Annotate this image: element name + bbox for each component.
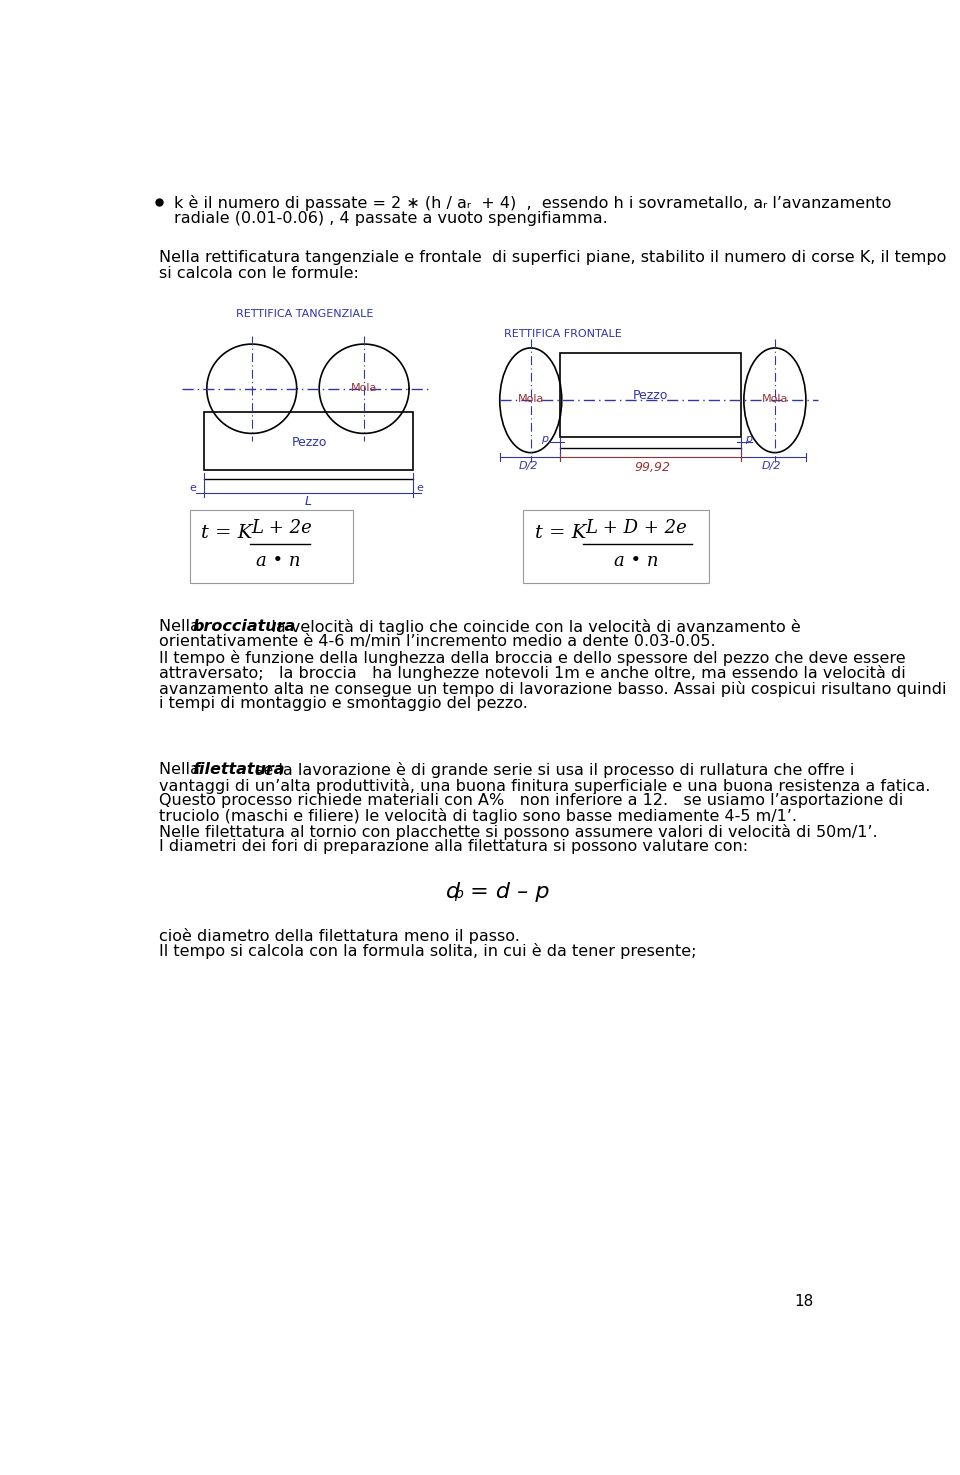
Text: L + D + 2e: L + D + 2e	[585, 519, 686, 537]
Text: si calcola con le formule:: si calcola con le formule:	[158, 266, 359, 280]
Text: e: e	[417, 484, 423, 494]
Text: avanzamento alta ne consegue un tempo di lavorazione basso. Assai più cospicui r: avanzamento alta ne consegue un tempo di…	[158, 680, 947, 696]
Text: i tempi di montaggio e smontaggio del pezzo.: i tempi di montaggio e smontaggio del pe…	[158, 696, 528, 711]
Text: brocciatura: brocciatura	[192, 620, 296, 634]
Text: Questo processo richiede materiali con A%   non inferiore a 12.   se usiamo l’as: Questo processo richiede materiali con A…	[158, 794, 903, 808]
Text: truciolo (maschi e filiere) le velocità di taglio sono basse mediamente 4-5 m/1’: truciolo (maschi e filiere) le velocità …	[158, 808, 797, 825]
Text: a • n: a • n	[256, 552, 300, 569]
Text: Mola: Mola	[517, 394, 544, 404]
Text: Nella: Nella	[158, 763, 204, 777]
Text: Nelle filettatura al tornio con placchette si possono assumere valori di velocit: Nelle filettatura al tornio con placchet…	[158, 825, 877, 839]
Text: L: L	[304, 496, 311, 507]
Text: 18: 18	[794, 1294, 814, 1308]
Bar	[561, 353, 741, 437]
Text: D/2: D/2	[761, 462, 781, 471]
Text: d: d	[445, 882, 460, 901]
Text: vantaggi di un’alta produttività, una buona finitura superficiale e una buona re: vantaggi di un’alta produttività, una bu…	[158, 777, 930, 794]
Text: a • n: a • n	[614, 552, 659, 569]
Text: Nella rettificatura tangenziale e frontale  di superfici piane, stabilito il num: Nella rettificatura tangenziale e fronta…	[158, 251, 947, 266]
Text: filettatura: filettatura	[192, 763, 284, 777]
Text: Nella: Nella	[158, 620, 204, 634]
Text: e: e	[190, 484, 197, 494]
Text: RETTIFICA TANGENZIALE: RETTIFICA TANGENZIALE	[236, 310, 373, 320]
Text: L + 2e: L + 2e	[252, 519, 313, 537]
Text: t = K: t = K	[535, 524, 586, 541]
Bar	[523, 510, 709, 583]
Text: = d – p: = d – p	[464, 882, 550, 901]
Text: attraversato;   la broccia   ha lunghezze notevoli 1m e anche oltre, ma essendo : attraversato; la broccia ha lunghezze no…	[158, 665, 905, 681]
Text: p: p	[745, 434, 752, 444]
Text: se la lavorazione è di grande serie si usa il processo di rullatura che offre i: se la lavorazione è di grande serie si u…	[251, 763, 854, 779]
Text: la velocità di taglio che coincide con la velocità di avanzamento è: la velocità di taglio che coincide con l…	[255, 620, 801, 634]
Text: 99,92: 99,92	[635, 462, 671, 473]
Bar	[190, 510, 352, 583]
Text: Pezzo: Pezzo	[633, 389, 668, 401]
Text: p: p	[454, 886, 463, 901]
Text: Mola: Mola	[761, 394, 788, 404]
Text: cioè diametro della filettatura meno il passo.: cioè diametro della filettatura meno il …	[158, 928, 519, 944]
Text: orientativamente è 4-6 m/min l’incremento medio a dente 0.03-0.05.: orientativamente è 4-6 m/min l’increment…	[158, 634, 715, 649]
Text: t = K: t = K	[202, 524, 252, 541]
Bar	[204, 412, 413, 469]
Text: p: p	[540, 434, 548, 444]
Text: Il tempo è funzione della lunghezza della broccia e dello spessore del pezzo che: Il tempo è funzione della lunghezza dell…	[158, 650, 905, 665]
Text: Mola: Mola	[351, 382, 377, 392]
Text: RETTIFICA FRONTALE: RETTIFICA FRONTALE	[504, 329, 621, 339]
Text: Pezzo: Pezzo	[291, 437, 326, 450]
Text: D/2: D/2	[518, 462, 538, 471]
Text: I diametri dei fori di preparazione alla filettatura si possono valutare con:: I diametri dei fori di preparazione alla…	[158, 839, 748, 854]
Text: k è il numero di passate = 2 ∗ (h / aᵣ  + 4)  ,  essendo h i sovrametallo, aᵣ l’: k è il numero di passate = 2 ∗ (h / aᵣ +…	[175, 196, 892, 211]
Text: Il tempo si calcola con la formula solita, in cui è da tener presente;: Il tempo si calcola con la formula solit…	[158, 943, 696, 959]
Text: radiale (0.01-0.06) , 4 passate a vuoto spengifiamma.: radiale (0.01-0.06) , 4 passate a vuoto …	[175, 211, 608, 226]
